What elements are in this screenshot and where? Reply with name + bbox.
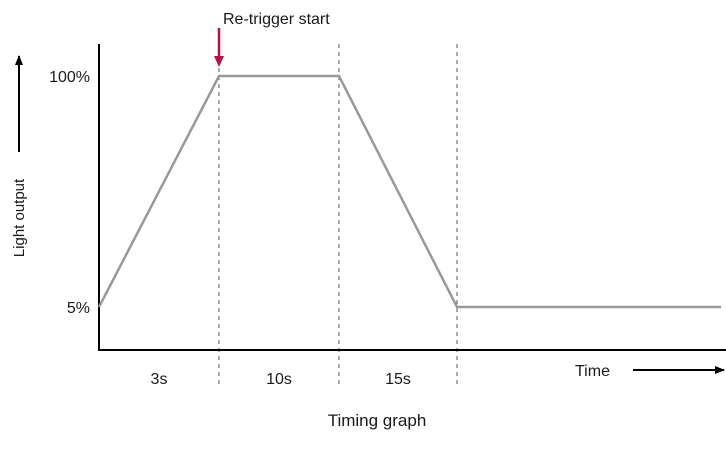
x-axis-label: Time — [575, 363, 610, 380]
segment-labels: 3s 10s 15s — [151, 371, 411, 388]
segment-label: 15s — [385, 371, 411, 388]
segment-label: 10s — [266, 371, 292, 388]
series-layer — [97, 74, 721, 309]
y-tick-label: 100% — [49, 69, 90, 86]
y-tick-label: 5% — [67, 300, 90, 317]
light-output-line — [97, 74, 721, 309]
annotation-arrow-icon — [214, 56, 224, 67]
annotations: Re-trigger start — [214, 11, 330, 67]
annotation-label: Re-trigger start — [223, 11, 330, 28]
figure-caption: Timing graph — [328, 411, 427, 430]
y-axis-label: Light output — [11, 178, 28, 257]
y-axis-label-group: Light output — [11, 55, 28, 257]
axes — [98, 44, 726, 351]
segment-label: 3s — [151, 371, 168, 388]
x-axis-label-group: Time — [575, 363, 725, 380]
segment-dividers — [218, 44, 458, 388]
y-tick-labels: 5% 100% — [49, 69, 90, 317]
